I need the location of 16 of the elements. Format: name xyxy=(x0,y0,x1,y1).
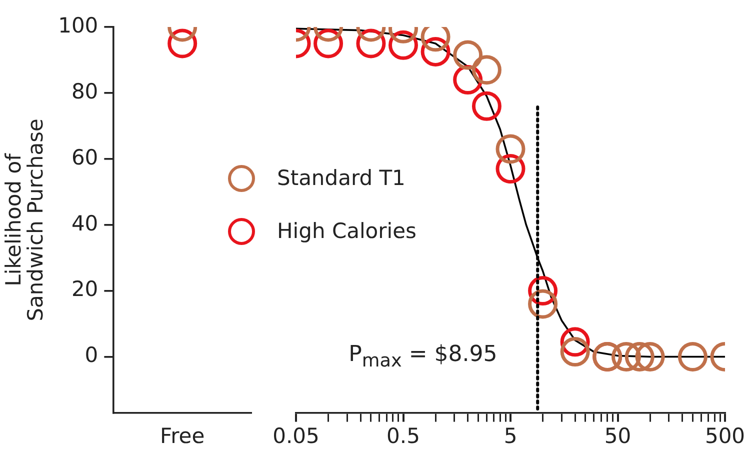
y-tick-label: 40 xyxy=(71,211,98,236)
legend-label: High Calories xyxy=(277,219,416,244)
x-tick-label: 0.5 xyxy=(386,424,420,448)
x-tick-label: 5 xyxy=(504,424,518,448)
legend-label: Standard T1 xyxy=(277,166,406,190)
x-tick-label: Free xyxy=(160,424,205,448)
y-tick-label: 60 xyxy=(71,145,98,170)
y-axis-title: Likelihood of Sandwich Purchase xyxy=(1,118,48,322)
x-tick-label: 0.05 xyxy=(272,424,320,448)
y-tick-label: 80 xyxy=(71,79,98,104)
ref-line-label: P$_{max}$ = $8.95 xyxy=(348,342,498,372)
x-tick-label: 50 xyxy=(604,424,632,448)
y-tick-label: 100 xyxy=(58,13,98,38)
y-tick-label: 0 xyxy=(84,343,98,368)
y-tick-label: 20 xyxy=(71,277,98,302)
x-tick-label: 500 xyxy=(704,424,746,448)
